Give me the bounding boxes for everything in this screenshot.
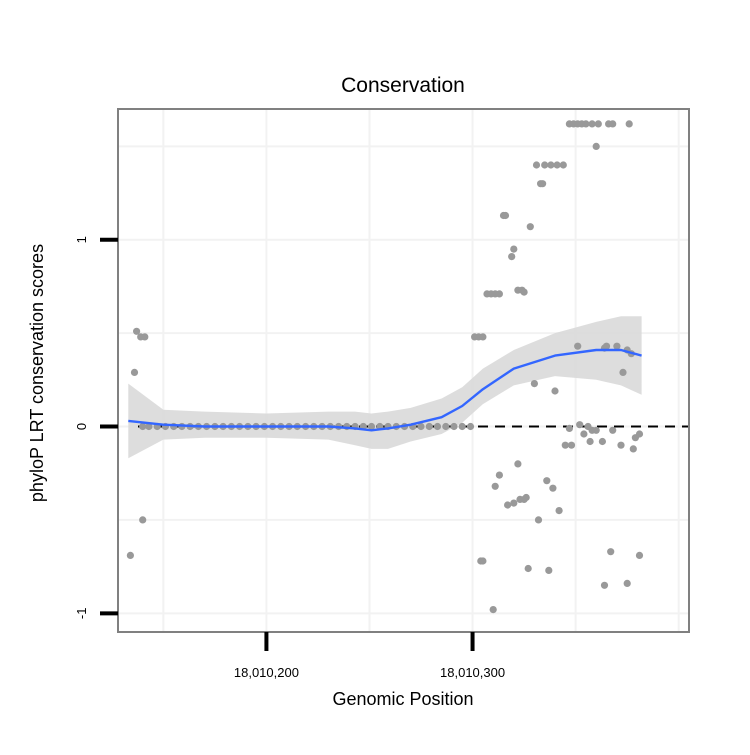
data-point [442,422,450,431]
data-point [541,161,549,169]
data-point [555,507,563,515]
data-point [139,516,147,524]
data-point [522,493,530,502]
y-tick-label: 1 [74,236,89,243]
data-point [458,422,466,431]
data-point [588,120,596,128]
data-point [526,223,534,231]
axis-layer: 18,010,200 18,010,300 -1 0 1 [74,236,505,680]
points-layer [126,120,644,614]
y-axis-title: phyloP LRT conservation scores [27,244,47,502]
data-point [580,430,588,438]
data-point [530,380,539,388]
data-point [466,422,475,431]
data-point [607,548,615,556]
x-tick-label: 18,010,300 [440,665,505,680]
data-point [479,557,487,565]
data-point [553,161,561,169]
y-tick-label: -1 [74,608,89,620]
data-point [532,161,541,169]
x-tick-label: 18,010,200 [234,665,299,680]
data-point [450,422,458,431]
data-point [510,499,518,507]
data-point [425,422,433,431]
data-point [625,120,633,128]
smooth-trend-line [128,348,642,432]
data-point [592,426,600,434]
data-point [514,460,522,468]
data-point [433,422,442,431]
data-point [586,437,594,446]
data-point [139,422,147,431]
data-point [495,471,503,479]
data-point [559,161,567,169]
data-point [617,441,625,449]
data-point [609,120,617,128]
data-point [576,421,584,429]
data-point [582,120,590,128]
data-point [534,516,543,524]
data-point [417,422,425,431]
data-point [565,424,574,432]
data-point [545,566,553,575]
data-point [367,422,376,431]
data-point [491,482,499,490]
data-point [145,422,153,431]
data-point [609,426,617,434]
chart-title: Conservation [341,74,465,97]
confidence-band-layer [128,316,642,459]
data-point [594,120,602,128]
data-point [574,342,582,350]
data-point [629,445,637,453]
data-point [602,342,611,350]
data-point [524,564,532,573]
y-tick-label: 0 [74,423,89,430]
data-point [501,211,510,220]
data-point [567,441,576,449]
data-point [520,288,528,296]
data-point [130,368,139,376]
data-point [543,477,551,485]
data-point [133,327,141,335]
x-axis-title: Genomic Position [332,689,473,709]
data-point [635,430,644,438]
data-point [126,551,134,560]
data-point [619,368,627,376]
data-point [551,387,559,395]
data-point [613,342,621,350]
data-point [635,551,644,560]
data-point [598,437,607,446]
data-point [561,441,569,449]
data-point [600,581,609,589]
data-point [479,333,487,341]
data-point [489,606,497,614]
data-point [510,245,518,253]
data-point [547,161,555,169]
data-point [141,333,149,341]
data-point [592,142,600,150]
smooth-line-layer [128,348,642,432]
data-point [508,253,516,261]
confidence-band [128,316,642,459]
panel-border [117,108,690,633]
data-point [504,501,512,509]
data-point [539,180,547,188]
data-point [623,579,631,588]
data-point [495,290,503,298]
data-point [549,484,557,492]
